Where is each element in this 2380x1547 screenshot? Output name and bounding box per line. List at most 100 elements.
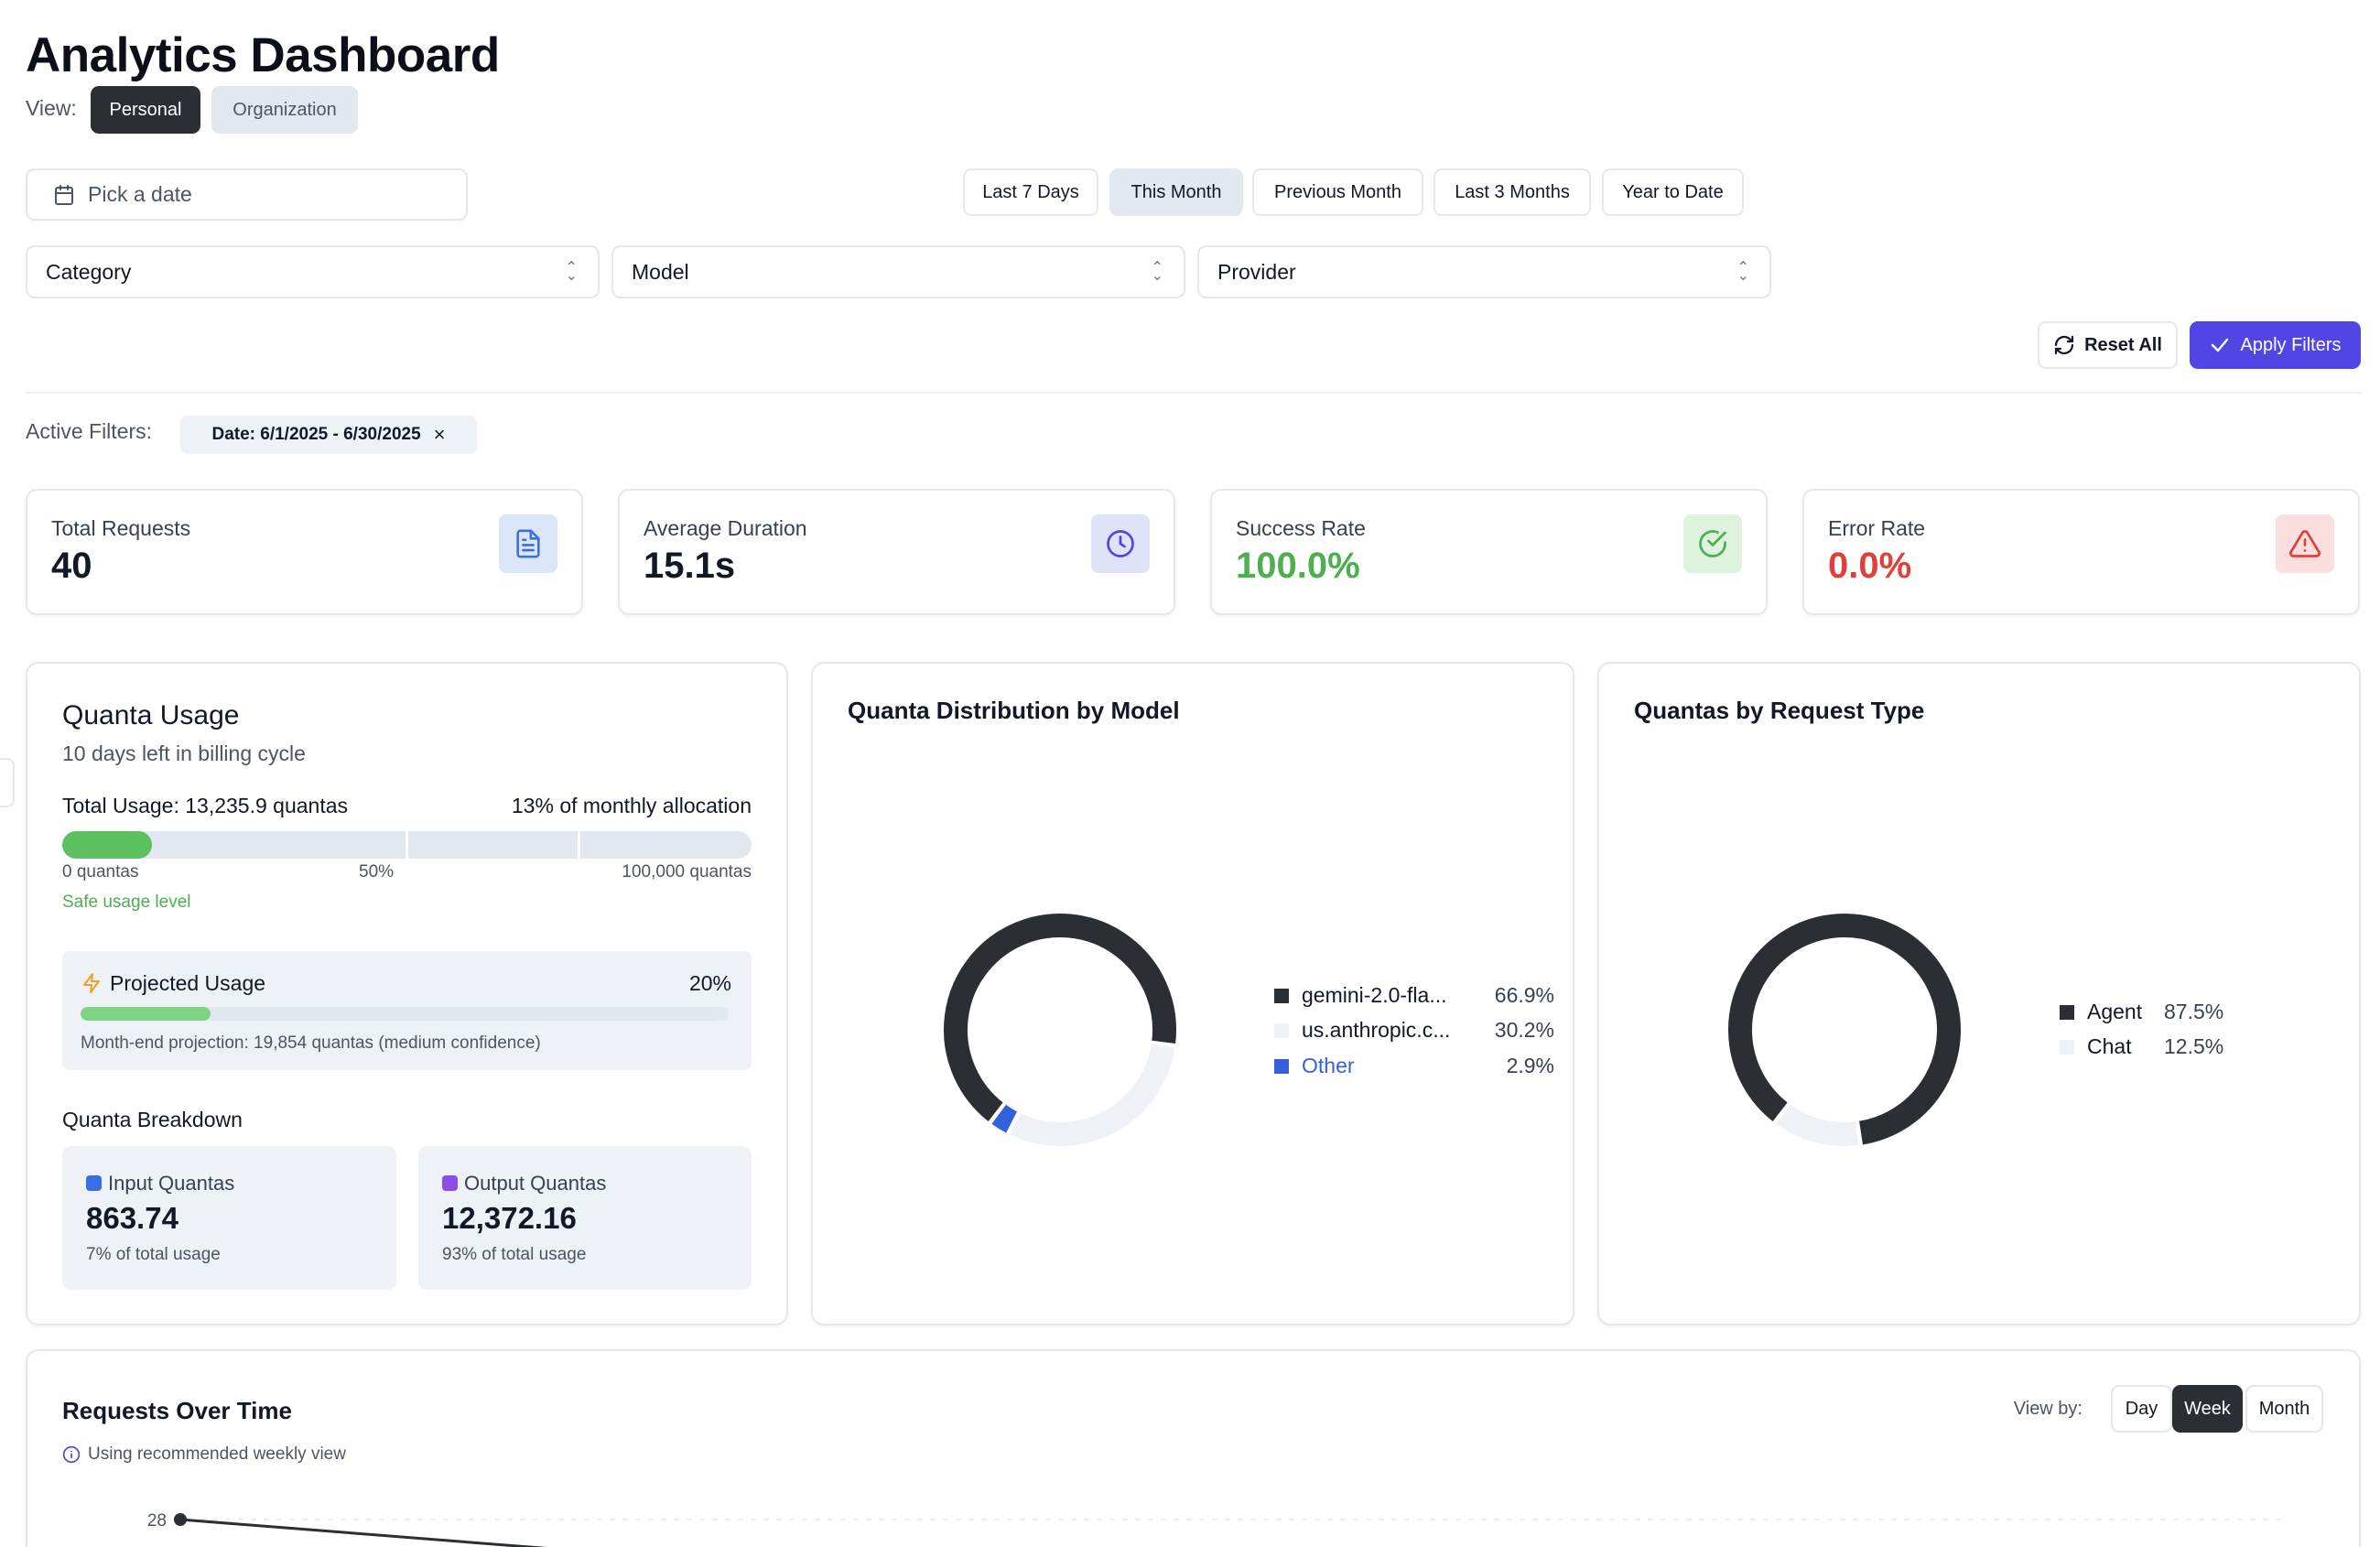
reset-all-button[interactable]: Reset All (2038, 321, 2178, 369)
stat-value: 100.0% (1236, 546, 1360, 586)
donut-slice-other[interactable] (989, 1102, 1020, 1136)
series-line (179, 1518, 547, 1547)
output-quantas-box: Output Quantas 12,372.16 93% of total us… (418, 1146, 752, 1290)
chart-title: Requests Over Time (62, 1397, 292, 1424)
check-icon (2212, 338, 2229, 352)
projected-usage-title: Projected Usage (110, 971, 266, 995)
bar-separator (578, 831, 580, 859)
model-select-label: Model (632, 259, 689, 284)
breakdown-title: Quanta Breakdown (62, 1108, 243, 1131)
quanta-usage-subtitle: 10 days left in billing cycle (62, 741, 306, 765)
projected-usage-panel: Projected Usage 20% Month-end projection… (62, 951, 752, 1070)
range-previous-month-button[interactable]: Previous Month (1252, 168, 1423, 216)
chart-title: Quanta Distribution by Model (848, 697, 1180, 724)
model-select[interactable]: Model ⌃ ⌄ (611, 245, 1185, 298)
breakdown-value: 12,372.16 (442, 1201, 577, 1235)
requests-line-chart: 28 (147, 1511, 2288, 1547)
input-quantas-box: Input Quantas 863.74 7% of total usage (62, 1146, 396, 1290)
legend-item[interactable]: us.anthropic.c... 30.2% (1274, 1018, 1554, 1043)
legend-item[interactable]: Agent 87.5% (2060, 1000, 2223, 1024)
allocation-percent: 13% of monthly allocation (511, 794, 752, 817)
projected-progress-fill (81, 1007, 211, 1021)
active-filter-chip[interactable]: Date: 6/1/2025 - 6/30/2025 × (180, 416, 477, 454)
active-filter-chip-label: Date: 6/1/2025 - 6/30/2025 (211, 425, 421, 444)
warning-triangle-icon (2276, 514, 2334, 573)
stat-value: 0.0% (1828, 546, 1912, 586)
view-by-label: View by: (2013, 1399, 2082, 1419)
breakdown-value: 863.74 (86, 1201, 178, 1235)
breakdown-share: 7% of total usage (86, 1245, 221, 1264)
donut-slice-chat[interactable] (1773, 1102, 1861, 1148)
stat-card-total-requests: Total Requests 40 (26, 489, 583, 615)
legend-swatch (2060, 1039, 2074, 1055)
document-icon (499, 514, 557, 573)
legend-value: 30.2% (1494, 1018, 1554, 1042)
chart-title: Quantas by Request Type (1634, 697, 1925, 724)
view-by-week-button[interactable]: Week (2172, 1385, 2243, 1433)
lightning-icon (83, 973, 100, 993)
view-organization-button[interactable]: Organization (211, 86, 358, 134)
apply-filters-button[interactable]: Apply Filters (2190, 321, 2361, 369)
legend-label: gemini-2.0-fla... (1302, 983, 1447, 1007)
donut-slice-agent[interactable] (1726, 912, 1963, 1147)
date-picker[interactable]: Pick a date (26, 168, 468, 221)
request-type-donut-chart (1726, 912, 1963, 1148)
legend-label: Other (1302, 1054, 1355, 1077)
range-last-7-days-button[interactable]: Last 7 Days (963, 168, 1098, 216)
model-donut-chart (942, 912, 1178, 1148)
refresh-icon (2054, 335, 2074, 355)
chevron-updown-icon: ⌃ ⌄ (565, 260, 578, 284)
reset-all-label: Reset All (2084, 334, 2162, 355)
stat-label: Total Requests (51, 516, 191, 540)
clock-icon (1091, 514, 1150, 573)
total-usage: Total Usage: 13,235.9 quantas (62, 794, 349, 817)
chevron-updown-icon: ⌃ ⌄ (1736, 260, 1749, 284)
range-year-to-date-button[interactable]: Year to Date (1602, 168, 1744, 216)
projected-progress-bar (81, 1007, 729, 1021)
view-by-day-button[interactable]: Day (2111, 1385, 2172, 1433)
breakdown-label: Input Quantas (108, 1172, 235, 1195)
chevron-updown-icon: ⌃ ⌄ (1151, 260, 1163, 284)
provider-select[interactable]: Provider ⌃ ⌄ (1197, 245, 1771, 298)
legend-item[interactable]: gemini-2.0-fla... 66.9% (1274, 983, 1554, 1008)
usage-progress-fill (62, 831, 152, 859)
check-circle-icon (1683, 514, 1742, 573)
provider-select-label: Provider (1217, 259, 1296, 284)
active-filters-label: Active Filters: (26, 419, 153, 443)
bar-separator (406, 831, 408, 859)
donut-slice-us-anthropic-c[interactable] (1007, 1042, 1177, 1148)
projected-usage-percent: 20% (688, 971, 731, 995)
legend-item[interactable]: Chat 12.5% (2060, 1034, 2223, 1059)
legend-value: 2.9% (1506, 1054, 1554, 1077)
range-last-3-months-button[interactable]: Last 3 Months (1433, 168, 1591, 216)
data-point[interactable] (174, 1513, 187, 1526)
output-color-swatch (442, 1175, 458, 1191)
stat-value: 40 (51, 546, 92, 586)
legend-swatch (1274, 1022, 1289, 1038)
legend-swatch (1274, 1058, 1289, 1074)
stat-card-success-rate: Success Rate 100.0% (1210, 489, 1768, 615)
donut-slice-gemini-2-0-fla[interactable] (942, 912, 1178, 1124)
legend-value: 87.5% (2164, 1000, 2224, 1023)
legend-value: 66.9% (1494, 983, 1554, 1007)
sidebar-toggle[interactable] (0, 758, 15, 807)
input-color-swatch (86, 1175, 102, 1191)
range-this-month-button[interactable]: This Month (1109, 168, 1243, 216)
close-icon[interactable]: × (433, 423, 446, 446)
stat-label: Error Rate (1828, 516, 1926, 540)
apply-filters-label: Apply Filters (2240, 334, 2342, 355)
legend-item[interactable]: Other 2.9% (1274, 1054, 1554, 1078)
view-by-month-button[interactable]: Month (2245, 1385, 2323, 1433)
calendar-icon (55, 184, 73, 205)
legend-swatch (2060, 1004, 2074, 1020)
stat-label: Success Rate (1236, 516, 1366, 540)
category-select[interactable]: Category ⌃ ⌄ (26, 245, 600, 298)
stat-label: Average Duration (644, 516, 807, 540)
legend-swatch (1274, 988, 1289, 1003)
breakdown-share: 93% of total usage (442, 1245, 587, 1264)
page-title: Analytics Dashboard (26, 28, 500, 82)
stat-card-average-duration: Average Duration 15.1s (618, 489, 1175, 615)
quanta-usage-title: Quanta Usage (62, 700, 240, 730)
view-personal-button[interactable]: Personal (91, 86, 200, 134)
category-select-label: Category (46, 259, 132, 284)
